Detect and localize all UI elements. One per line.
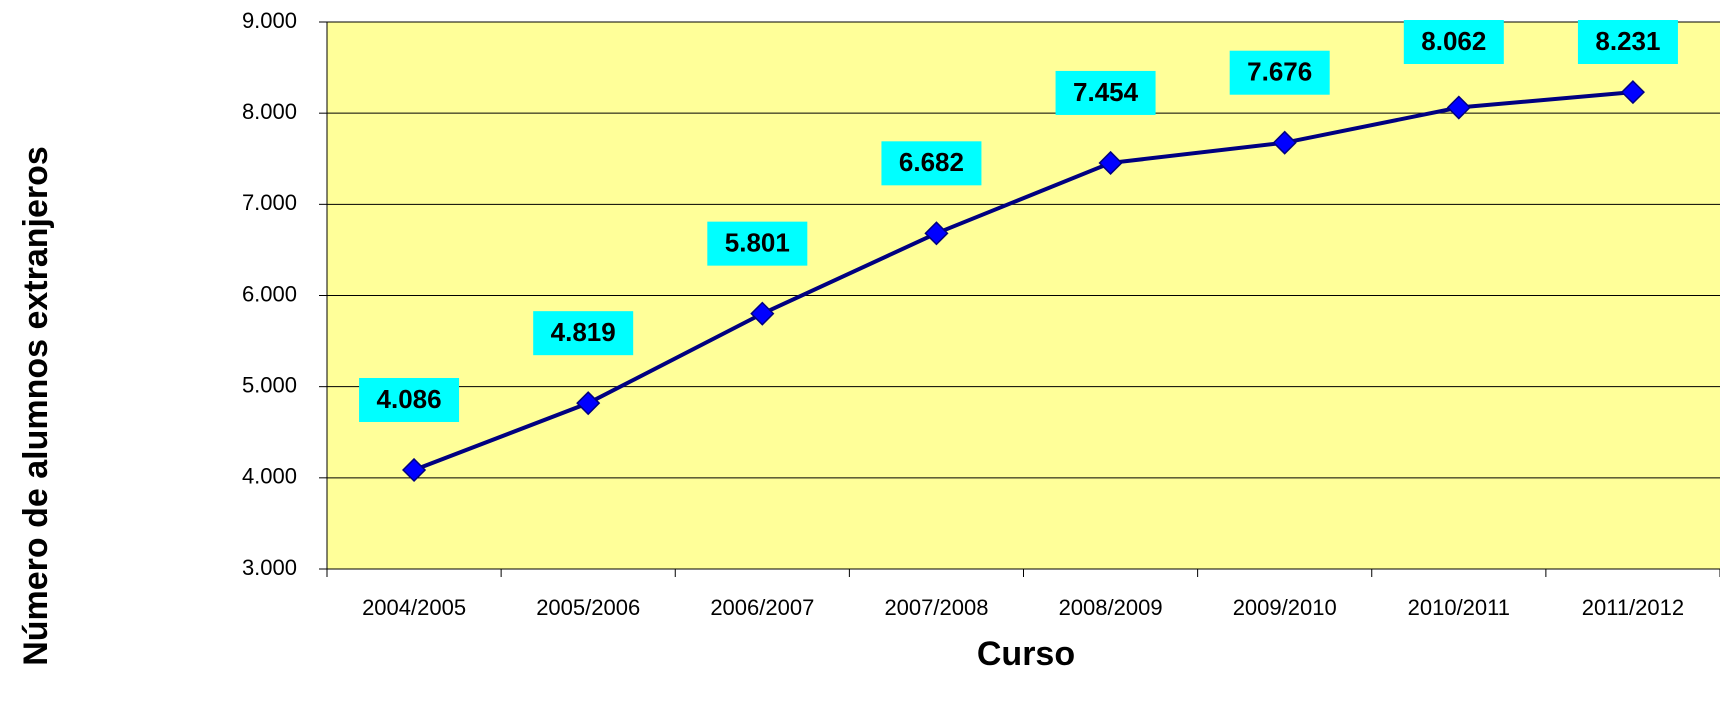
data-point (924, 221, 949, 246)
data-label-box (707, 221, 808, 266)
data-label: 7.676 (1247, 57, 1312, 87)
x-tick-label: 2004/2005 (362, 595, 466, 620)
data-point (576, 391, 601, 416)
x-axis-title: Curso (977, 635, 1075, 673)
data-label-box (1403, 20, 1504, 64)
data-label: 6.682 (899, 147, 964, 177)
x-tick-label: 2007/2008 (884, 595, 988, 620)
data-label-box (533, 311, 634, 356)
data-point (1098, 150, 1123, 176)
x-tick-label: 2008/2009 (1059, 595, 1163, 620)
data-label-box (1577, 20, 1678, 64)
x-tick-label: 2011/2012 (1582, 595, 1684, 620)
data-point (1272, 130, 1297, 155)
data-label-box (1055, 70, 1156, 115)
data-label: 5.801 (725, 228, 790, 258)
data-label: 8.231 (1595, 26, 1660, 56)
data-label: 4.086 (377, 384, 442, 414)
y-axis-title: Número de alumnos extranjeros (17, 146, 55, 666)
data-point (1446, 95, 1471, 120)
y-tick-label: 6.000 (242, 281, 297, 306)
data-point (402, 457, 427, 483)
data-label: 7.454 (1073, 77, 1139, 107)
x-tick-label: 2009/2010 (1233, 595, 1337, 620)
y-tick-label: 4.000 (242, 464, 297, 489)
data-label: 4.819 (551, 317, 616, 347)
x-tick-label: 2005/2006 (536, 595, 640, 620)
y-tick-label: 5.000 (242, 372, 297, 397)
series-line (413, 90, 1634, 472)
data-label: 8.062 (1421, 26, 1486, 56)
x-tick-label: 2006/2007 (710, 595, 814, 620)
x-tick-label: 2010/2011 (1408, 595, 1510, 620)
y-tick-label: 8.000 (242, 99, 297, 124)
data-label-box (1229, 50, 1330, 95)
data-label-box (881, 141, 982, 186)
data-point (750, 301, 775, 326)
data-label-box (359, 377, 460, 422)
data-point (1620, 80, 1646, 105)
y-tick-label: 3.000 (242, 555, 297, 580)
y-tick-label: 9.000 (242, 8, 297, 33)
y-tick-label: 7.000 (242, 190, 297, 215)
